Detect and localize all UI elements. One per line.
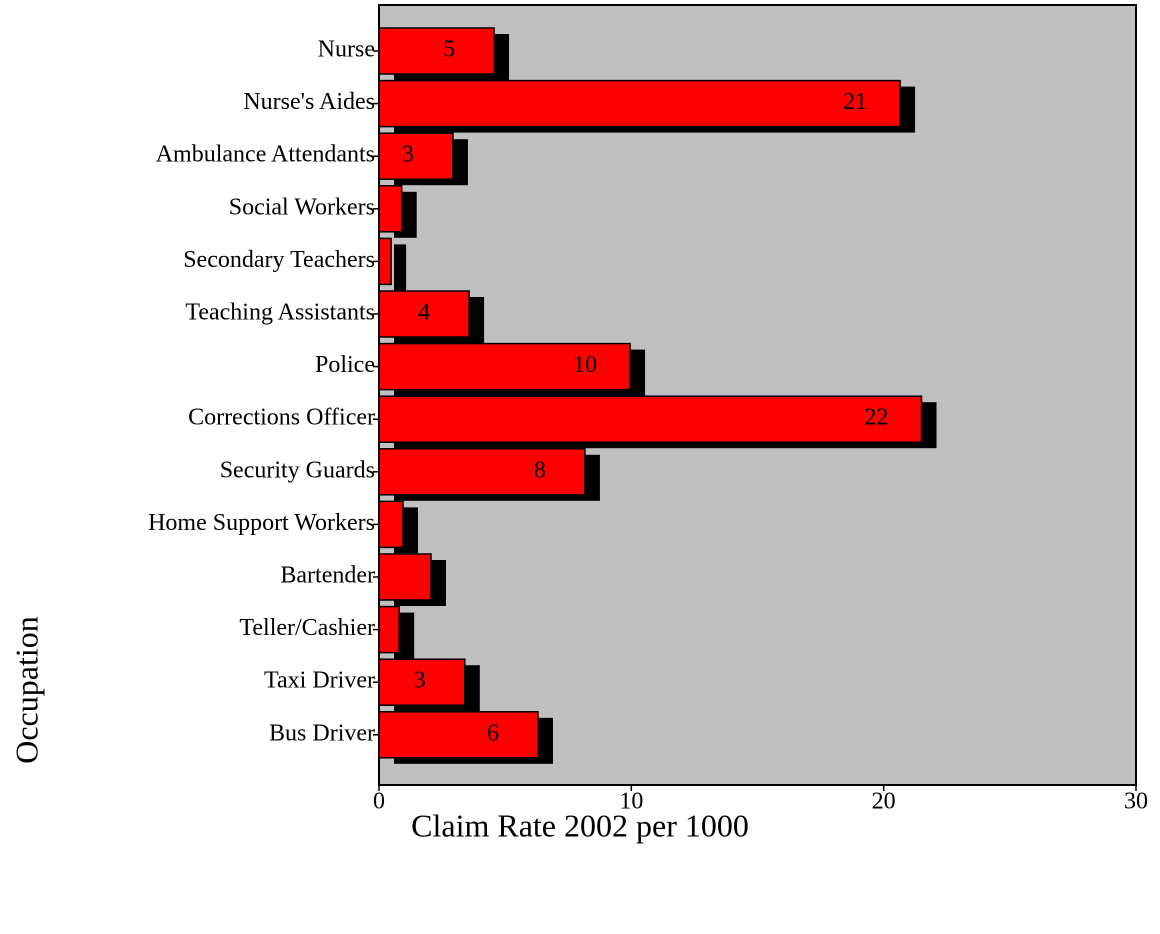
value-label: 3 xyxy=(402,142,414,168)
value-label: 3 xyxy=(414,668,426,694)
value-label: 21 xyxy=(843,89,867,115)
y-tick-label: Police xyxy=(315,352,375,378)
y-tick-label: Nurse xyxy=(318,37,375,63)
bar xyxy=(378,448,586,496)
y-tick-label: Nurse's Aides xyxy=(243,89,375,115)
bar xyxy=(378,237,392,286)
bar xyxy=(378,553,432,601)
bar xyxy=(378,185,403,233)
bar xyxy=(378,605,400,654)
x-tick-label: 20 xyxy=(872,789,896,815)
y-tick-label: Home Support Workers xyxy=(148,510,375,536)
bar xyxy=(378,79,901,128)
bar xyxy=(378,132,454,180)
y-tick-label: Social Workers xyxy=(229,194,375,220)
bar xyxy=(378,27,495,75)
y-tick-label: Bartender xyxy=(280,563,375,589)
y-tick-label: Security Guards xyxy=(220,457,375,483)
x-tick-label: 30 xyxy=(1124,789,1148,815)
x-tick-label: 10 xyxy=(619,789,643,815)
bar xyxy=(378,342,631,391)
bar-shadow xyxy=(394,244,407,291)
x-tick-label: 0 xyxy=(373,789,385,815)
y-tick-label: Secondary Teachers xyxy=(183,247,375,273)
y-tick-label: Corrections Officer xyxy=(188,405,375,431)
y-tick-label: Teller/Cashier xyxy=(239,615,375,641)
y-tick-label: Ambulance Attendants xyxy=(156,142,375,168)
value-label: 4 xyxy=(418,300,430,326)
bar xyxy=(378,500,404,549)
value-label: 10 xyxy=(573,352,597,378)
bar xyxy=(378,711,539,759)
y-axis-label: Occupation xyxy=(8,616,44,764)
y-tick-label: Bus Driver xyxy=(269,720,375,746)
value-label: 22 xyxy=(865,405,889,431)
value-label: 5 xyxy=(443,37,455,63)
x-axis-label: Claim Rate 2002 per 1000 xyxy=(411,807,749,843)
y-tick-label: Taxi Driver xyxy=(264,668,375,694)
value-label: 8 xyxy=(534,457,546,483)
y-tick-label: Teaching Assistants xyxy=(185,300,375,326)
value-label: 6 xyxy=(487,720,499,746)
bar xyxy=(378,395,923,443)
